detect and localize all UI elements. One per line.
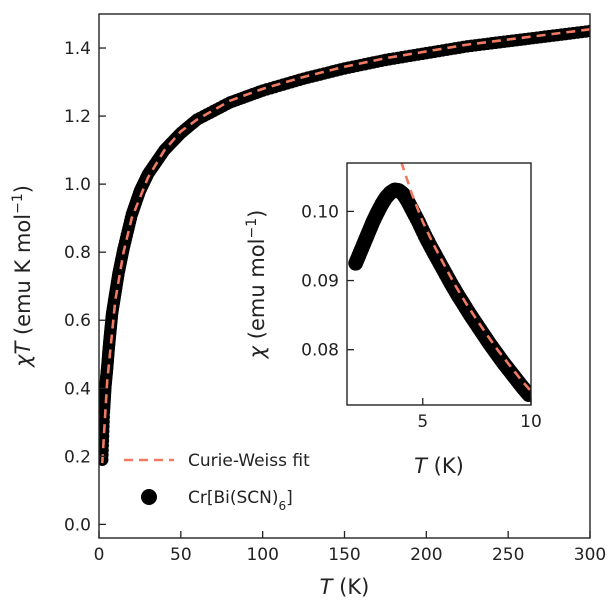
inset-y-tick-label: 0.09 [301,272,339,292]
main-y-tick-label: 0.8 [64,243,91,263]
inset-y-tick-label: 0.10 [301,202,339,222]
inset-y-tick-label: 0.08 [301,341,339,361]
main-x-tick-label: 150 [328,545,360,565]
main-data-point [583,24,590,38]
main-x-tick-label: 200 [410,545,442,565]
main-y-tick-label: 0.0 [64,515,91,535]
main-y-axis-label: χT (emu K mol−1) [10,185,35,368]
main-x-tick-label: 100 [246,545,278,565]
inset-x-tick-label: 10 [520,412,542,432]
inset-data-point [521,387,531,403]
inset-data-markers [348,182,531,403]
main-y-tick-label: 0.6 [64,311,91,331]
main-x-tick-label: 300 [574,545,606,565]
inset-fit-line [400,163,531,393]
legend-fit-label: Curie-Weiss fit [188,451,310,471]
legend: Curie-Weiss fit Cr[Bi(SCN)6] [124,451,310,513]
main-x-tick-label: 0 [94,545,105,565]
main-plot: 0 50 100 150 200 250 300 0.0 0.2 0.4 0.6 0.8 1.0 1.2 1… [10,13,606,599]
main-y-tick-label: 1.4 [64,39,91,59]
main-y-tick-label: 1.2 [64,107,91,127]
legend-marker-swatch [141,489,157,505]
main-x-axis-label: T (K) [320,575,370,599]
main-fit-line [100,28,590,464]
inset-x-axis-label: T (K) [414,454,464,478]
main-x-tick-label: 50 [170,545,192,565]
legend-marker-label: Cr[Bi(SCN)6] [188,488,293,513]
main-y-tick-label: 1.0 [64,175,91,195]
inset-y-axis-label: χ (emu mol−1) [244,210,269,360]
main-y-tick-label: 0.4 [64,379,91,399]
main-x-tick-label: 250 [492,545,524,565]
main-y-tick-label: 0.2 [64,447,91,467]
inset-plot: 5 10 0.08 0.09 0.10 T (K) χ (emu mol−1) [244,162,542,478]
inset-axes-frame [346,162,532,406]
inset-x-tick-label: 5 [417,412,428,432]
